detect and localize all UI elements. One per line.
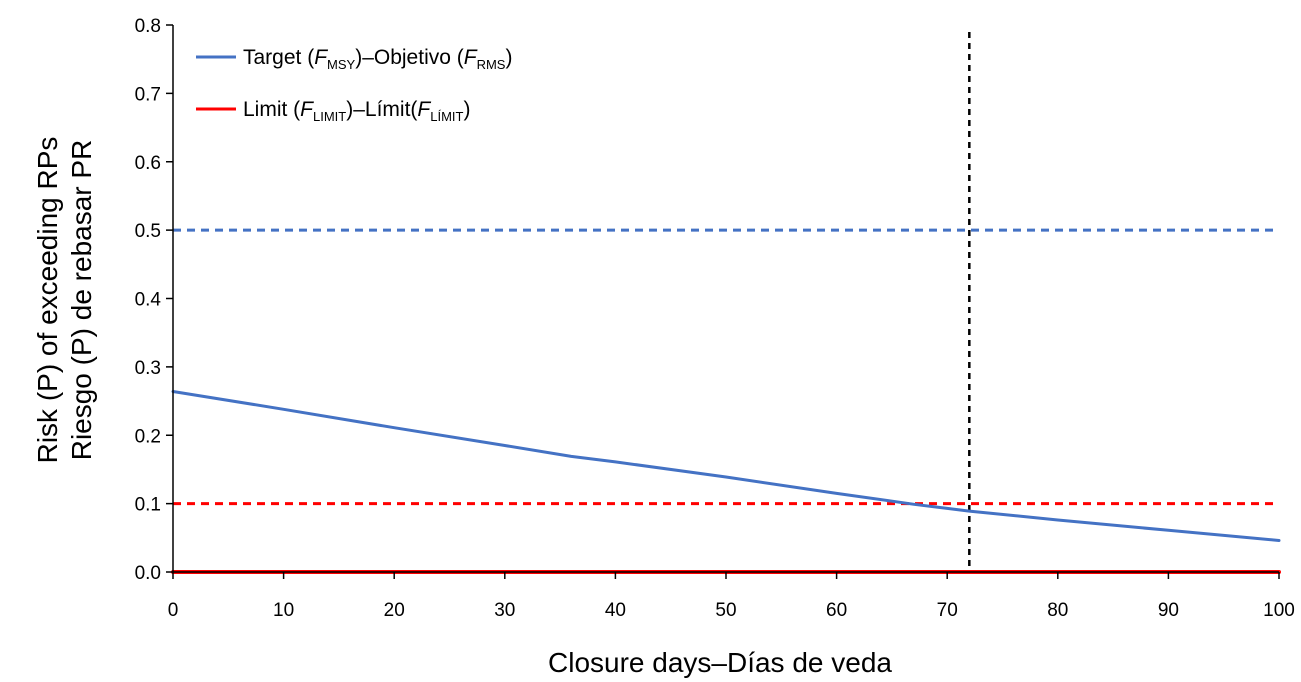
legend-label-target: Target (FMSY)–Objetivo (FRMS): [243, 46, 512, 72]
y-tick-label: 0.4: [135, 290, 162, 311]
x-tick-label: 100: [1263, 600, 1295, 621]
y-tick-label: 0.7: [135, 84, 161, 105]
x-tick-label: 90: [1158, 600, 1179, 621]
y-axis-title: Risk (P) of exceeding RPs Riesgo (P) de …: [32, 137, 97, 464]
legend-entry-limit: Limit (FLIMIT)–Límit(FLÍMIT): [196, 98, 470, 124]
y-tick-label: 0.0: [135, 563, 161, 584]
y-tick-label: 0.6: [135, 153, 161, 174]
x-tick-label: 60: [826, 600, 847, 621]
legend-entry-target: Target (FMSY)–Objetivo (FRMS): [196, 46, 512, 72]
axes: [172, 25, 1279, 573]
y-axis-title-line-2: Riesgo (P) de rebasar PR: [66, 140, 97, 461]
y-tick-label: 0.8: [135, 16, 161, 37]
x-axis-title: Closure days–Días de veda: [548, 647, 892, 678]
y-tick-label: 0.1: [135, 495, 161, 516]
y-tick-label: 0.3: [135, 358, 161, 379]
series-line-target: [171, 390, 1281, 542]
x-tick-label: 50: [715, 600, 736, 621]
x-tick-label: 70: [937, 600, 958, 621]
y-axis-title-line-1: Risk (P) of exceeding RPs: [32, 137, 63, 464]
x-tick-label: 30: [494, 600, 515, 621]
x-tick-label: 40: [605, 600, 626, 621]
y-tick-label: 0.2: [135, 426, 161, 447]
y-tick-label: 0.5: [135, 221, 161, 242]
x-tick-label: 0: [168, 600, 179, 621]
x-tick-label: 10: [273, 600, 294, 621]
y-axis-ticks: 0.0 0.1 0.2 0.3 0.4 0.5 0.6 0.7 0.8: [135, 16, 173, 584]
legend-label-limit: Limit (FLIMIT)–Límit(FLÍMIT): [243, 98, 470, 124]
x-tick-label: 80: [1047, 600, 1068, 621]
x-axis-ticks: 0 10 20 30 40 50 60 70 80 90 100: [168, 572, 1295, 621]
x-tick-label: 20: [384, 600, 405, 621]
series-lines: [171, 390, 1281, 574]
legend: Target (FMSY)–Objetivo (FRMS) Limit (FLI…: [196, 46, 512, 124]
reference-lines: [173, 32, 1279, 572]
